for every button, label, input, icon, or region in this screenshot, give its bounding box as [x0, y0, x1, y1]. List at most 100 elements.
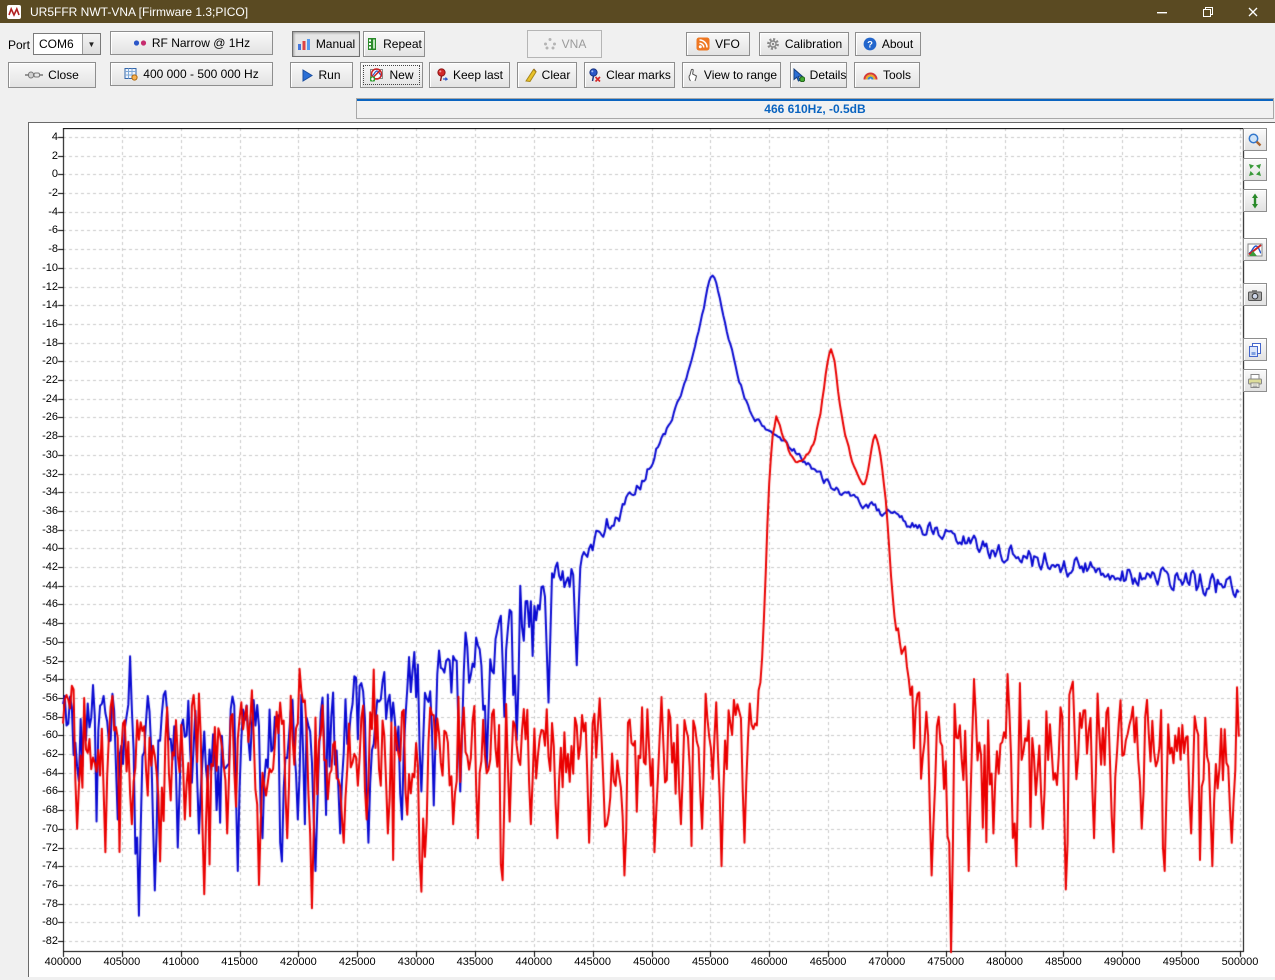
screenshot-button[interactable] — [1243, 283, 1267, 306]
clear-button[interactable]: Clear — [517, 62, 577, 88]
y-tick-label: -66 — [42, 785, 58, 798]
about-button[interactable]: ? About — [855, 32, 921, 56]
rf-mode-button[interactable]: RF Narrow @ 1Hz — [110, 31, 273, 55]
x-tick-label: 470000 — [868, 956, 906, 968]
y-tick-label: -48 — [42, 617, 58, 630]
y-tick-label: -42 — [42, 561, 58, 574]
y-tick-label: -20 — [42, 355, 58, 368]
vna-button: VNA — [527, 30, 602, 58]
clear-marks-button[interactable]: Clear marks — [584, 62, 675, 88]
hand-icon — [686, 68, 699, 82]
about-label: About — [881, 37, 914, 51]
y-tick-label: -46 — [42, 598, 58, 611]
tools-button[interactable]: Tools — [854, 62, 920, 88]
fit-all-button[interactable] — [1243, 158, 1267, 181]
cursor-icon — [791, 68, 805, 82]
y-tick-label: -10 — [42, 261, 58, 274]
x-tick-label: 475000 — [927, 956, 965, 968]
gear-icon — [766, 37, 780, 51]
x-tick-label: 420000 — [280, 956, 317, 968]
y-tick-label: -24 — [42, 392, 58, 405]
x-tick-label: 400000 — [44, 956, 82, 968]
y-tick-label: -64 — [42, 766, 58, 779]
chart-canvas[interactable] — [55, 128, 1245, 962]
pin-icon — [436, 68, 448, 82]
calibration-button[interactable]: Calibration — [759, 32, 849, 56]
port-value: COM6 — [39, 37, 74, 51]
x-tick-label: 460000 — [750, 956, 788, 968]
port-select[interactable]: COM6 ▼ — [33, 33, 101, 55]
y-tick-label: -70 — [42, 822, 58, 835]
y-tick-label: -62 — [42, 748, 58, 761]
y-tick-label: -30 — [42, 448, 58, 461]
filmstrip-icon — [366, 37, 378, 51]
camera-icon — [1248, 289, 1262, 301]
y-tick-label: -22 — [42, 374, 58, 387]
x-tick-label: 415000 — [221, 956, 258, 968]
x-tick-label: 435000 — [456, 956, 494, 968]
fit-vertical-button[interactable] — [1243, 189, 1267, 212]
vfo-button[interactable]: VFO — [686, 32, 750, 56]
view-to-range-button[interactable]: View to range — [682, 62, 781, 88]
y-tick-label: -76 — [42, 878, 58, 891]
x-tick-label: 425000 — [338, 956, 376, 968]
chevron-down-icon[interactable]: ▼ — [82, 34, 100, 54]
marker-readout-bar: 466 610Hz, -0.5dB — [356, 98, 1274, 119]
magnifier-icon — [1248, 133, 1262, 146]
print-button[interactable] — [1243, 369, 1267, 392]
broom-icon — [524, 68, 537, 82]
y-tick-label: -6 — [48, 224, 58, 237]
sweep-range-label: 400 000 - 500 000 Hz — [143, 67, 259, 81]
x-tick-label: 455000 — [691, 956, 729, 968]
y-tick-label: -56 — [42, 691, 58, 704]
copy-button[interactable] — [1243, 338, 1267, 361]
zoom-button[interactable] — [1243, 128, 1267, 151]
sweep-range-button[interactable]: 400 000 - 500 000 Hz — [110, 62, 273, 86]
y-tick-label: -50 — [42, 635, 58, 648]
vna-icon — [543, 37, 557, 51]
y-tick-label: -80 — [42, 916, 58, 929]
run-button[interactable]: Run — [290, 62, 353, 88]
repeat-label: Repeat — [383, 37, 422, 51]
close-port-label: Close — [48, 68, 79, 82]
y-tick-label: 4 — [51, 131, 58, 143]
y-tick-label: 2 — [51, 149, 58, 162]
manual-label: Manual — [315, 37, 356, 51]
y-tick-label: -2 — [48, 187, 58, 200]
new-chart-icon — [369, 68, 384, 82]
expand-arrows-icon — [1249, 163, 1261, 176]
keep-last-button[interactable]: Keep last — [429, 62, 510, 88]
copy-pages-icon — [1249, 342, 1261, 357]
bar-chart-icon — [297, 37, 311, 51]
vna-label: VNA — [561, 37, 587, 51]
close-window-button[interactable] — [1231, 0, 1275, 23]
question-icon: ? — [863, 37, 877, 51]
x-tick-label: 405000 — [103, 956, 141, 968]
close-port-button[interactable]: Close — [8, 62, 96, 88]
y-tick-label: -58 — [42, 710, 58, 723]
repeat-button[interactable]: Repeat — [363, 31, 425, 57]
y-tick-label: -4 — [48, 205, 58, 218]
x-tick-label: 485000 — [1045, 956, 1082, 968]
restore-button[interactable] — [1185, 0, 1231, 23]
x-tick-label: 490000 — [1103, 956, 1141, 968]
graph-settings-button[interactable] — [1243, 238, 1267, 261]
calibration-label: Calibration — [784, 37, 843, 51]
new-button[interactable]: New — [360, 62, 423, 88]
vertical-arrows-icon — [1252, 193, 1258, 208]
clear-marks-label: Clear marks — [606, 68, 671, 82]
minimize-button[interactable] — [1139, 0, 1185, 23]
manual-button[interactable]: Manual — [292, 31, 360, 57]
tools-label: Tools — [882, 68, 911, 82]
y-tick-label: -16 — [42, 317, 58, 330]
x-tick-label: 440000 — [515, 956, 553, 968]
details-label: Details — [809, 68, 847, 82]
vfo-icon — [696, 37, 710, 51]
y-tick-label: -32 — [42, 467, 58, 480]
app-icon — [6, 4, 22, 20]
titlebar: UR5FFR NWT-VNA [Firmware 1.3;PICO] — [0, 0, 1275, 23]
details-button[interactable]: Details — [790, 62, 847, 88]
y-tick-label: -78 — [42, 897, 58, 910]
y-tick-label: -36 — [42, 504, 58, 517]
